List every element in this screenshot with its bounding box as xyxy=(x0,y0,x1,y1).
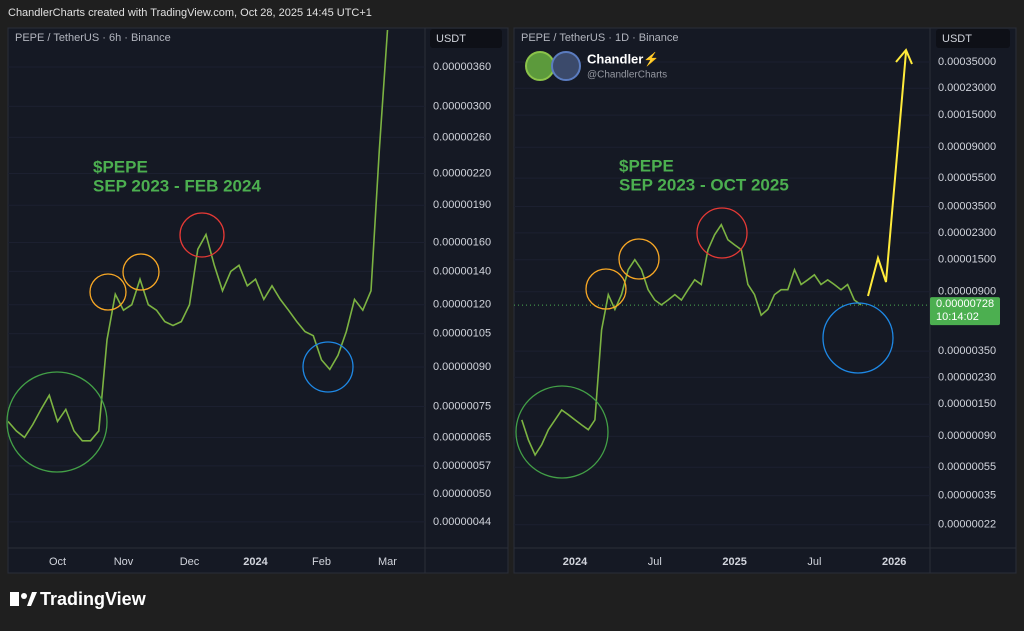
x-tick-label: Dec xyxy=(180,556,200,568)
y-tick-label: 0.00035000 xyxy=(938,56,996,68)
x-tick-label: Jul xyxy=(807,556,821,568)
y-tick-label: 0.00000220 xyxy=(433,167,491,179)
chart-title: PEPE / TetherUS · 6h · Binance xyxy=(15,32,171,44)
x-tick-label: Mar xyxy=(378,556,397,568)
circle xyxy=(89,273,127,311)
axis-unit: USDT xyxy=(942,33,972,45)
y-tick-label: 0.00000160 xyxy=(433,236,491,248)
chart-layer: 0.00000360 0.00000300 0.00000260 0.00000220… xyxy=(8,29,1000,568)
y-tick-label: 0.00000230 xyxy=(938,371,996,383)
annotation: SEP 2023 - FEB 2024 xyxy=(93,176,261,195)
annotation: $PEPE xyxy=(619,156,674,175)
arrow-line xyxy=(867,51,907,297)
circle xyxy=(618,238,660,280)
y-tick-label: 0.00009000 xyxy=(938,141,996,153)
y-tick-label: 0.00000065 xyxy=(433,431,491,443)
circle xyxy=(822,302,894,374)
x-tick-label: Oct xyxy=(49,556,66,568)
y-tick-label: 0.00000090 xyxy=(938,430,996,442)
logo-mark xyxy=(10,592,19,606)
avatar xyxy=(525,51,555,81)
y-tick-label: 0.00000360 xyxy=(433,61,491,73)
y-tick-label: 0.00000075 xyxy=(433,400,491,412)
circle xyxy=(302,341,354,393)
countdown: 10:14:02 xyxy=(936,311,979,323)
circle xyxy=(696,207,748,259)
y-tick-label: 0.00003500 xyxy=(938,200,996,212)
footer-logo: TradingView xyxy=(40,589,147,609)
last-price-box xyxy=(930,297,1000,326)
y-tick-label: 0.00005500 xyxy=(938,172,996,184)
y-tick-label: 0.00023000 xyxy=(938,82,996,94)
circle xyxy=(122,253,160,291)
y-tick-label: 0.00015000 xyxy=(938,109,996,121)
y-tick-label: 0.00000150 xyxy=(938,398,996,410)
chart-title: PEPE / TetherUS · 1D · Binance xyxy=(521,32,679,44)
y-tick-label: 0.00000050 xyxy=(433,488,491,500)
y-tick-label: 0.00000260 xyxy=(433,131,491,143)
y-tick-label: 0.00001500 xyxy=(938,254,996,266)
x-tick-label: 2024 xyxy=(563,556,588,568)
circle xyxy=(515,385,609,479)
price-line xyxy=(521,223,862,457)
annotation-circles xyxy=(6,207,894,479)
y-tick-label: 0.00000057 xyxy=(433,460,491,472)
y-tick-label: 0.00000022 xyxy=(938,519,996,531)
x-tick-label: Jul xyxy=(648,556,662,568)
y-tick-label: 0.00000140 xyxy=(433,265,491,277)
arrow-head xyxy=(895,48,913,65)
last-price-label: 0.00000728 xyxy=(936,298,994,310)
y-tick-label: 0.00000190 xyxy=(433,199,491,211)
y-tick-label: 0.00000044 xyxy=(433,516,491,528)
logo-mark xyxy=(27,592,37,606)
unit-box xyxy=(936,29,1010,48)
author-name: Chandler⚡ xyxy=(587,51,660,67)
y-tick-label: 0.00000055 xyxy=(938,461,996,473)
y-tick-label: 0.00000350 xyxy=(938,345,996,357)
author-handle: @ChandlerCharts xyxy=(587,70,667,81)
price-line xyxy=(8,29,389,442)
x-tick-label: 2025 xyxy=(722,556,746,568)
y-tick-label: 0.00000300 xyxy=(433,100,491,112)
y-tick-label: 0.00000035 xyxy=(938,490,996,502)
y-tick-label: 0.00000120 xyxy=(433,299,491,311)
logo-mark xyxy=(21,593,27,599)
y-tick-label: 0.00002300 xyxy=(938,227,996,239)
annotation: $PEPE xyxy=(93,157,148,176)
x-tick-label: 2026 xyxy=(882,556,906,568)
x-tick-label: Feb xyxy=(312,556,331,568)
x-tick-label: Nov xyxy=(114,556,134,568)
axis-unit: USDT xyxy=(436,33,466,45)
circle xyxy=(585,268,627,310)
annotation: SEP 2023 - OCT 2025 xyxy=(619,175,789,194)
projection-arrow xyxy=(867,48,913,297)
y-tick-label: 0.00000090 xyxy=(433,361,491,373)
circle xyxy=(6,371,108,473)
header: ChandlerCharts created with TradingView.… xyxy=(8,7,372,19)
x-tick-label: 2024 xyxy=(243,556,268,568)
y-tick-label: 0.00000900 xyxy=(938,286,996,298)
y-tick-label: 0.00000105 xyxy=(433,328,491,340)
unit-box xyxy=(430,29,502,48)
circle xyxy=(179,212,225,258)
avatar xyxy=(551,51,581,81)
